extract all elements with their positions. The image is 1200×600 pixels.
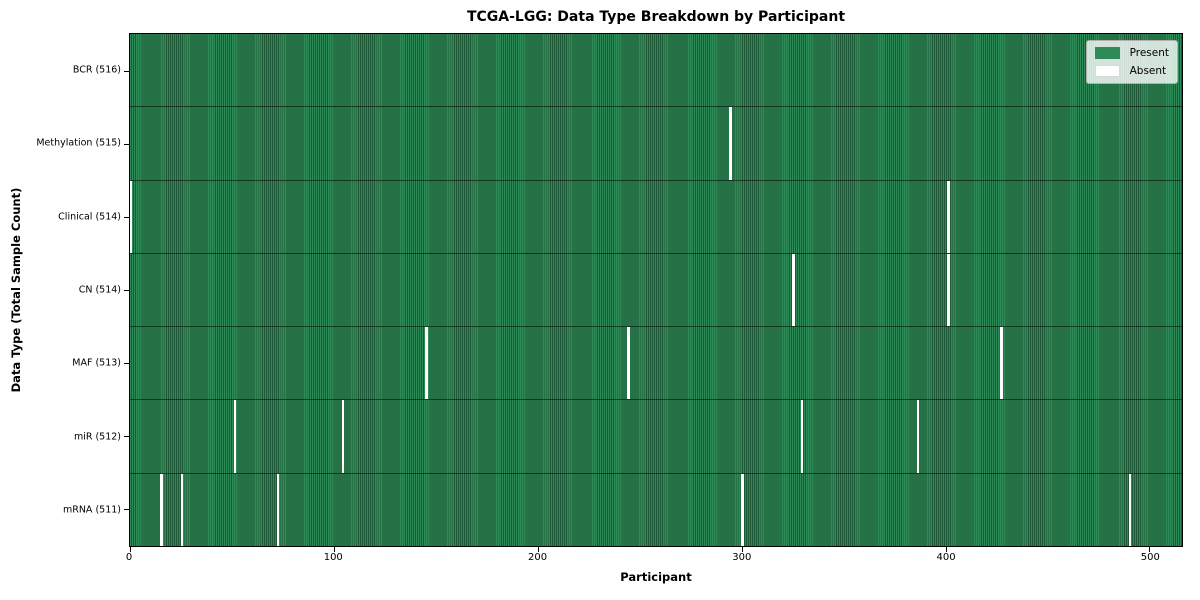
x-tick-label: 0	[125, 552, 133, 563]
absent-marker	[1000, 327, 1003, 400]
heatmap-rows	[129, 34, 1182, 546]
y-tick-mark	[124, 290, 129, 291]
absent-marker	[425, 327, 428, 400]
absent-marker	[947, 253, 950, 327]
x-tick-mark	[130, 547, 131, 552]
x-tick-label: 400	[936, 552, 956, 563]
y-axis-tick-labels: BCR (516) Methylation (515) Clinical (514)…	[0, 33, 121, 547]
legend-present-swatch	[1094, 47, 1120, 59]
absent-marker	[129, 180, 133, 253]
x-axis-tick-labels: 0 100 200 300 400 500	[125, 552, 1183, 566]
heatmap-row	[129, 179, 1182, 253]
heatmap-row	[130, 399, 1182, 473]
x-axis-label: Participant	[620, 570, 692, 584]
legend-present-label: Present	[1129, 47, 1169, 59]
absent-marker	[233, 400, 237, 473]
y-tick-label: Clinical (514)	[58, 211, 121, 223]
heatmap-row	[130, 34, 1182, 106]
legend-absent-label: Absent	[1129, 65, 1167, 77]
x-tick-label: 500	[1140, 552, 1160, 563]
absent-marker	[341, 400, 345, 473]
absent-marker	[1128, 473, 1132, 546]
chart-title: TCGA-LGG: Data Type Breakdown by Partici…	[466, 9, 846, 25]
y-tick-label: Methylation (515)	[36, 137, 121, 149]
x-tick-mark	[945, 547, 947, 552]
x-tick-label: 200	[527, 552, 548, 563]
y-tick-mark	[124, 509, 129, 511]
x-tick-label: 100	[323, 552, 343, 563]
y-tick-label: miR (512)	[73, 431, 121, 443]
absent-marker	[160, 473, 163, 546]
x-tick-mark	[537, 547, 539, 552]
y-tick-mark	[124, 70, 129, 72]
absent-marker	[729, 107, 732, 180]
legend-entry-present: Present	[1094, 47, 1169, 59]
legend-entry-absent: Absent	[1094, 65, 1169, 77]
heatmap-row	[130, 472, 1182, 546]
x-tick-mark	[333, 547, 335, 552]
heatmap-row	[130, 326, 1182, 400]
heatmap-row	[130, 106, 1182, 180]
y-tick-label: BCR (516)	[72, 64, 121, 76]
x-tick-mark	[1149, 547, 1151, 552]
absent-marker	[741, 473, 744, 546]
absent-marker	[276, 473, 279, 546]
x-tick-mark	[741, 547, 743, 552]
y-tick-mark	[124, 143, 129, 145]
absent-marker	[792, 253, 795, 327]
legend: Present Absent	[1085, 40, 1178, 84]
absent-marker	[800, 400, 803, 473]
absent-marker	[180, 473, 184, 546]
y-tick-label: MAF (513)	[72, 357, 121, 369]
x-tick-label: 300	[732, 552, 752, 563]
y-tick-mark	[124, 216, 129, 218]
y-tick-mark	[124, 363, 129, 365]
absent-marker	[627, 327, 630, 400]
heatmap-row	[130, 252, 1182, 327]
y-tick-label: CN (514)	[78, 284, 121, 296]
absent-marker	[916, 400, 920, 473]
legend-absent-swatch	[1094, 65, 1120, 77]
plot-area: Present Absent	[124, 33, 1183, 552]
absent-marker	[947, 180, 950, 253]
y-tick-label: mRNA (511)	[62, 504, 121, 516]
y-tick-mark	[124, 436, 129, 438]
